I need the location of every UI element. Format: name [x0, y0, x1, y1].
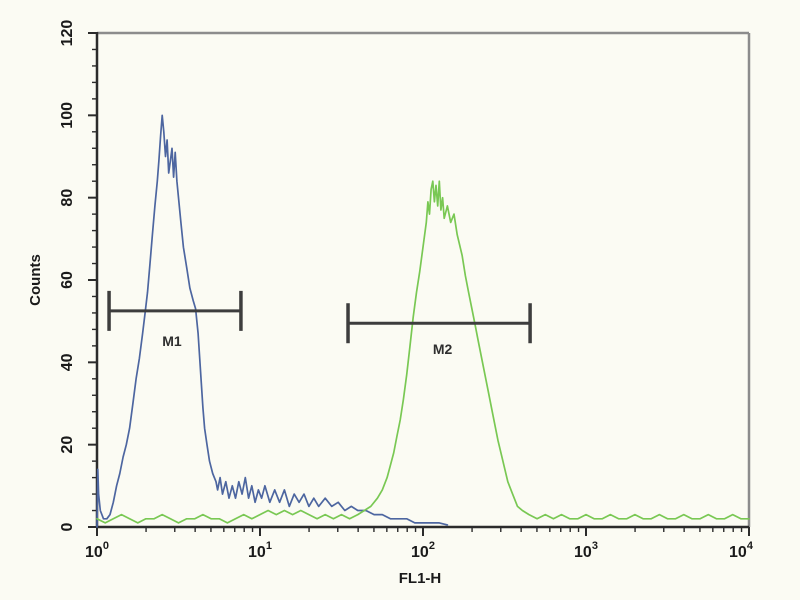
- y-tick-label: 0: [59, 522, 76, 531]
- y-tick-label: 60: [59, 271, 76, 289]
- histogram-curves: [96, 114, 750, 528]
- gate-m1-label: M1: [162, 333, 182, 349]
- x-tick-label: 103: [574, 540, 598, 561]
- x-tick-label: 104: [729, 540, 754, 561]
- axis-ticks: 0 20 40 60 80 100 120 100 101 102 103 104: [59, 20, 754, 561]
- gate-m2-label: M2: [433, 341, 453, 357]
- y-tick-label: 120: [59, 20, 76, 47]
- y-tick-label: 80: [59, 189, 76, 207]
- y-tick-label: 40: [59, 353, 76, 371]
- y-tick-label: 20: [59, 436, 76, 454]
- plot-frame: [95, 31, 751, 529]
- green-histogram-curve: [96, 180, 750, 524]
- x-tick-label: 101: [248, 540, 272, 561]
- y-tick-label: 100: [59, 102, 76, 129]
- gate-markers: M1 M2: [107, 290, 532, 357]
- y-axis-title: Counts: [27, 254, 44, 306]
- x-tick-label: 100: [85, 540, 109, 561]
- x-tick-label: 102: [411, 540, 435, 561]
- x-axis-title: FL1-H: [399, 570, 442, 587]
- blue-histogram-curve: [96, 114, 449, 528]
